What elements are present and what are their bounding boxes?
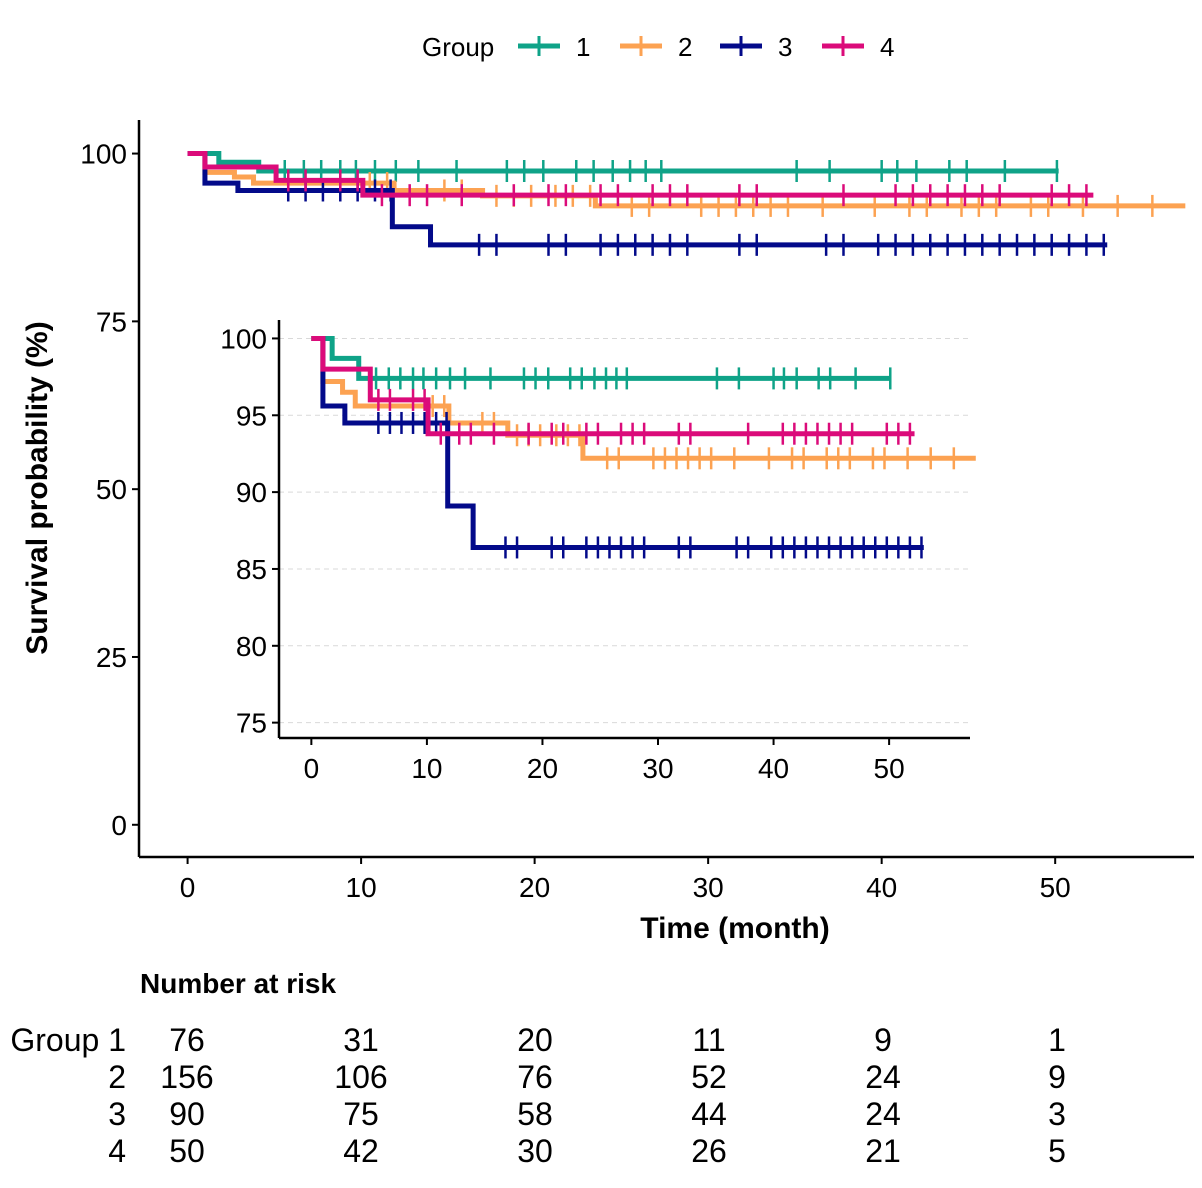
legend-label-2: 2 xyxy=(678,32,692,62)
y-tick-label: 75 xyxy=(236,708,267,739)
risk-cell: 90 xyxy=(169,1096,205,1132)
x-tick-label: 50 xyxy=(1040,872,1071,903)
risk-cell: 50 xyxy=(169,1133,205,1169)
risk-cell: 106 xyxy=(334,1059,388,1095)
y-tick-label: 85 xyxy=(236,554,267,585)
y-tick-label: 80 xyxy=(236,631,267,662)
legend: Group 1 2 3 4 xyxy=(422,32,894,62)
risk-row-label: 2 xyxy=(108,1059,126,1095)
legend-label-1: 1 xyxy=(576,32,590,62)
risk-cell: 42 xyxy=(343,1133,379,1169)
risk-cell: 5 xyxy=(1048,1133,1066,1169)
risk-row-label: 4 xyxy=(108,1133,126,1169)
y-tick-label: 50 xyxy=(96,474,127,505)
x-tick-label: 20 xyxy=(519,872,550,903)
x-tick-label: 40 xyxy=(758,753,789,784)
risk-cell: 1 xyxy=(1048,1022,1066,1058)
survival-curve-group-1 xyxy=(311,335,892,381)
survival-curve-group-3 xyxy=(187,151,1108,248)
risk-cell: 26 xyxy=(691,1133,727,1169)
x-tick-label: 50 xyxy=(874,753,905,784)
x-tick-label: 0 xyxy=(304,753,320,784)
risk-cell: 76 xyxy=(169,1022,205,1058)
risk-row-group-4: 4 50 42 30 26 21 5 xyxy=(0,1133,1202,1169)
legend-title: Group xyxy=(422,32,494,62)
x-tick-label: 40 xyxy=(866,872,897,903)
risk-row-group-1: Group 1 76 31 20 11 9 1 xyxy=(0,1022,1202,1058)
x-tick-label: 10 xyxy=(346,872,377,903)
risk-cell: 11 xyxy=(692,1022,726,1058)
risk-cell: 44 xyxy=(691,1096,727,1132)
risk-cell: 3 xyxy=(1048,1096,1066,1132)
risk-cell: 31 xyxy=(343,1022,379,1058)
y-tick-label: 100 xyxy=(220,323,267,354)
survival-curve-group-4 xyxy=(187,151,1094,198)
y-tick-label: 25 xyxy=(96,642,127,673)
risk-cell: 156 xyxy=(160,1059,214,1095)
y-axis-title: Survival probability (%) xyxy=(21,321,54,654)
risk-cell: 76 xyxy=(517,1059,553,1095)
risk-cell: 9 xyxy=(874,1022,892,1058)
inset-plot: 75 80 85 90 95 100 0 10 20 30 40 50 xyxy=(220,320,976,784)
x-tick-label: 10 xyxy=(411,753,442,784)
x-tick-label: 30 xyxy=(642,753,673,784)
legend-label-4: 4 xyxy=(880,32,894,62)
y-tick-label: 75 xyxy=(96,306,127,337)
risk-table-title: Number at risk xyxy=(140,968,337,999)
risk-cell: 52 xyxy=(691,1059,727,1095)
risk-cell: 9 xyxy=(1048,1059,1066,1095)
risk-row-group-3: 3 90 75 58 44 24 3 xyxy=(0,1096,1202,1132)
survival-curve-group-1 xyxy=(187,151,1059,174)
y-tick-label: 100 xyxy=(80,139,127,170)
risk-cell: 21 xyxy=(865,1133,901,1169)
x-tick-label: 0 xyxy=(180,872,196,903)
risk-row-group-2: 2 156 106 76 52 24 9 xyxy=(0,1059,1202,1095)
risk-row-label: 3 xyxy=(108,1096,126,1132)
y-tick-label: 95 xyxy=(236,400,267,431)
legend-label-3: 3 xyxy=(778,32,792,62)
risk-cell: 20 xyxy=(517,1022,553,1058)
risk-cell: 58 xyxy=(517,1096,553,1132)
risk-row-label: Group 1 xyxy=(10,1022,126,1058)
risk-cell: 75 xyxy=(343,1096,379,1132)
survival-curve-group-3 xyxy=(311,335,924,550)
x-axis-title: Time (month) xyxy=(640,912,829,945)
x-tick-label: 30 xyxy=(693,872,724,903)
survival-curve-group-4 xyxy=(311,335,915,437)
x-tick-label: 20 xyxy=(527,753,558,784)
risk-cell: 24 xyxy=(865,1096,901,1132)
risk-cell: 24 xyxy=(865,1059,901,1095)
risk-cell: 30 xyxy=(517,1133,553,1169)
y-tick-label: 90 xyxy=(236,477,267,508)
y-tick-label: 0 xyxy=(111,810,127,841)
